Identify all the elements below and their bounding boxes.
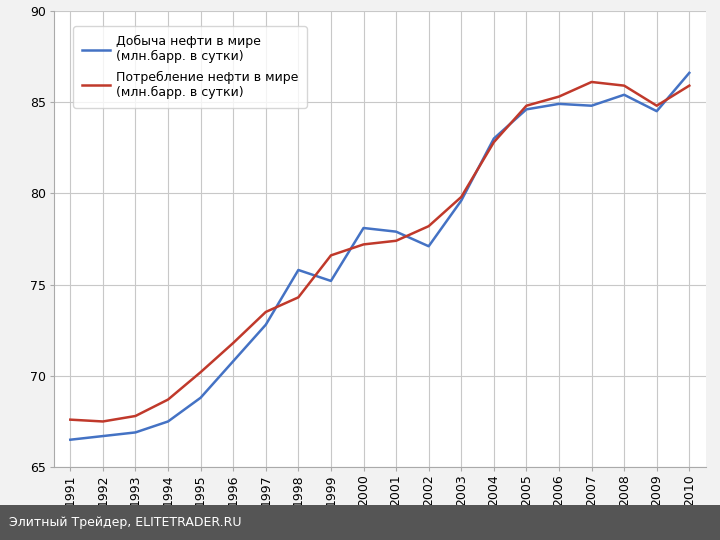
Text: Элитный Трейдер, ELITETRADER.RU: Элитный Трейдер, ELITETRADER.RU [9, 516, 241, 529]
Legend: Добыча нефти в мире
(млн.барр. в сутки), Потребление нефти в мире
(млн.барр. в с: Добыча нефти в мире (млн.барр. в сутки),… [73, 26, 307, 107]
